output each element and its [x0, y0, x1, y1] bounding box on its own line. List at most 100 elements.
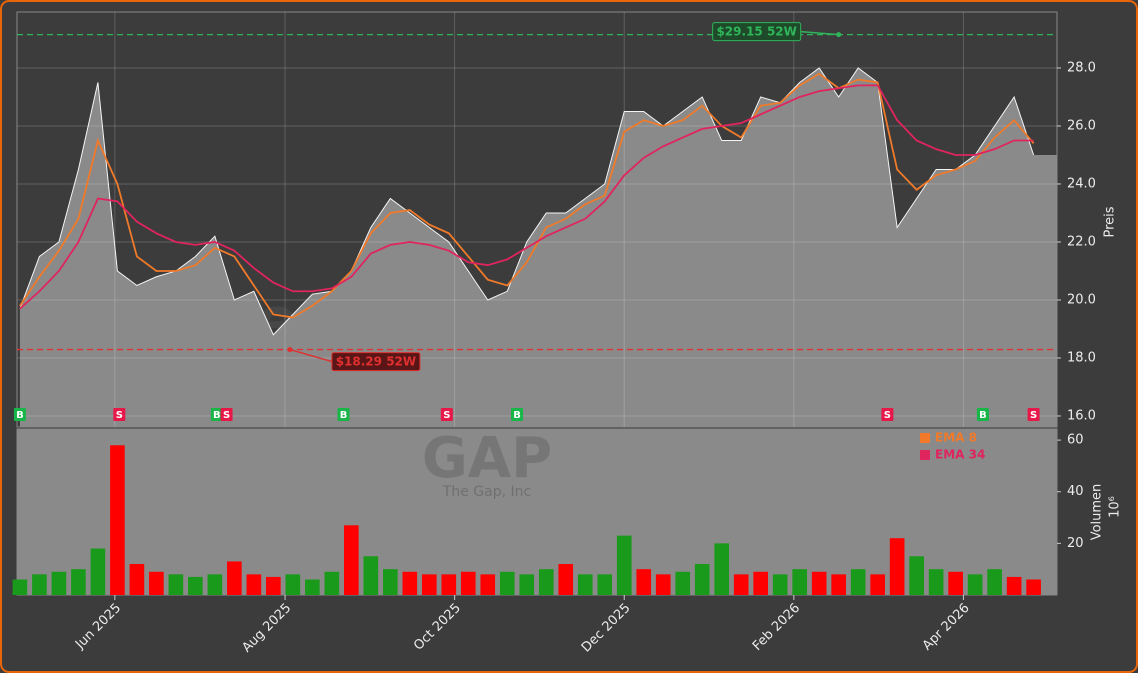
volume-bar — [363, 556, 379, 595]
volume-bar — [168, 574, 184, 595]
y-tick-label: 24.0 — [1067, 176, 1096, 191]
y-tick-label: 28.0 — [1067, 60, 1096, 75]
annotation-arrow — [289, 348, 333, 363]
signal-label: B — [340, 410, 348, 421]
legend-label: EMA 8 — [935, 431, 977, 445]
signal-label: S — [884, 410, 891, 421]
volume-bar — [714, 543, 730, 595]
volume-bar — [967, 574, 983, 595]
annotation-arrow — [800, 30, 839, 36]
volume-bar — [987, 569, 1002, 595]
volume-bar — [90, 548, 106, 595]
annotation-point — [287, 347, 293, 353]
y-tick-label: 18.0 — [1067, 350, 1096, 365]
volume-bar — [71, 569, 86, 595]
ema-line — [19, 84, 1034, 310]
signal-marker — [881, 408, 894, 421]
volume-bar — [129, 564, 145, 595]
y-axis-unit: 10⁶ — [1108, 496, 1123, 518]
volume-bar — [188, 576, 203, 595]
price-area — [17, 67, 1057, 428]
volume-bar — [421, 574, 437, 595]
volume-bar — [110, 445, 125, 595]
watermark-subtitle: The Gap, Inc — [442, 484, 531, 500]
annotation-box — [331, 352, 421, 372]
annotation-label: $29.15 52W — [716, 25, 796, 39]
volume-bar — [909, 556, 924, 595]
signal-marker — [13, 408, 26, 421]
volume-bar — [597, 574, 613, 595]
volume-bar — [51, 571, 67, 595]
volume-bar — [655, 574, 671, 595]
volume-bar — [948, 571, 963, 595]
y-axis-label: Volumen — [1090, 484, 1105, 541]
volume-bar — [324, 571, 340, 595]
ema-line — [19, 72, 1035, 319]
volume-bar — [149, 571, 164, 595]
volume-bar — [402, 571, 418, 595]
signal-marker — [220, 408, 233, 421]
volume-bar — [616, 535, 632, 595]
volume-bar — [870, 574, 885, 595]
volume-bar — [227, 561, 242, 595]
volume-bar — [499, 571, 515, 595]
volume-bar — [558, 564, 574, 595]
annotation-label: $18.29 52W — [336, 355, 416, 369]
signal-label: S — [1030, 410, 1037, 421]
volume-bar — [772, 574, 788, 595]
volume-bar — [753, 571, 769, 595]
volume-bar — [889, 538, 905, 595]
signal-marker — [511, 408, 524, 421]
signal-marker — [337, 408, 350, 421]
y-tick-label: 26.0 — [1067, 118, 1096, 133]
volume-bar — [285, 574, 301, 595]
volume-bar — [460, 571, 476, 595]
volume-bar — [850, 569, 866, 595]
y-tick-label: 60 — [1067, 433, 1084, 448]
signal-marker — [210, 408, 223, 421]
legend-swatch — [920, 450, 930, 460]
signal-label: S — [116, 410, 123, 421]
y-tick-label: 20.0 — [1067, 292, 1096, 307]
signal-label: B — [979, 410, 987, 421]
annotation-point — [836, 32, 842, 38]
watermark-title: GAP — [422, 426, 552, 491]
volume-bar — [831, 574, 846, 595]
y-tick-label: 16.0 — [1067, 408, 1096, 423]
volume-bar — [207, 574, 223, 595]
y-tick-label: 40 — [1067, 484, 1084, 499]
y-tick-label: 22.0 — [1067, 234, 1096, 249]
volume-bar — [382, 569, 398, 595]
annotation-box — [712, 22, 802, 42]
volume-bar — [733, 574, 749, 595]
volume-bar — [519, 574, 535, 595]
volume-bar — [344, 525, 359, 595]
signal-marker — [113, 408, 126, 421]
signal-label: B — [213, 410, 221, 421]
volume-bar — [538, 569, 554, 595]
signal-label: B — [513, 410, 521, 421]
signal-label: S — [443, 410, 450, 421]
volume-bar — [792, 569, 807, 595]
volume-bar — [1006, 576, 1022, 595]
volume-bar — [694, 564, 710, 595]
volume-bar — [577, 574, 593, 595]
volume-panel — [16, 428, 1058, 596]
volume-bar — [636, 569, 652, 595]
y-axis-label: Preis — [1103, 206, 1118, 237]
volume-bar — [928, 569, 944, 595]
y-tick-label: 20 — [1067, 536, 1084, 551]
signal-label: S — [223, 410, 230, 421]
volume-bar — [480, 574, 496, 595]
volume-bar — [12, 579, 28, 595]
volume-bar — [675, 571, 691, 595]
signal-marker — [1027, 408, 1040, 421]
volume-bar — [266, 576, 281, 595]
legend-swatch — [920, 433, 930, 443]
volume-bar — [441, 574, 457, 595]
volume-bar — [305, 579, 320, 595]
close-line — [19, 67, 1035, 336]
signal-marker — [976, 408, 989, 421]
signal-label: B — [16, 410, 24, 421]
